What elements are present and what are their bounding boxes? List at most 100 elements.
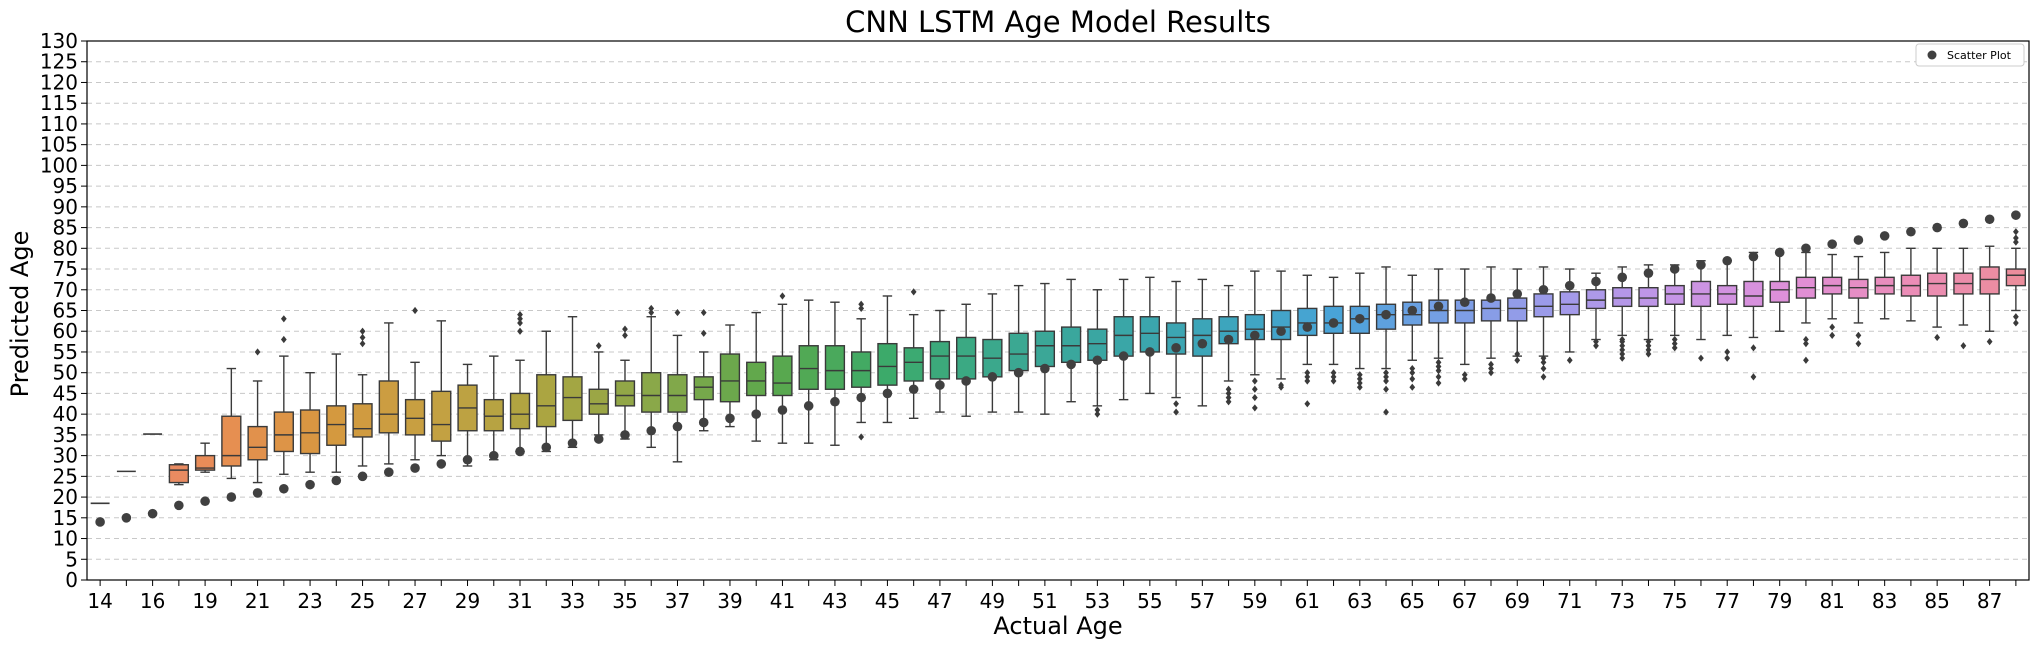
iqr-box [1192,318,1213,357]
box-73 [1612,266,1633,362]
scatter-point [856,392,866,403]
scatter-point [1013,367,1024,378]
x-tick-label: 61 [1295,589,1320,613]
outlier-point [517,315,523,323]
iqr-box [1585,289,1607,310]
iqr-box [1480,299,1502,322]
outlier-point [1671,335,1678,344]
outlier-point [280,315,287,323]
box-53 [1087,289,1108,418]
outlier-point [1356,383,1363,391]
x-tick-label: 53 [1085,589,1110,613]
scatter-point [777,405,788,415]
x-tick-label: 79 [1767,589,1792,613]
box-68 [1480,266,1502,377]
x-tick-label: 37 [665,589,690,613]
scatter-series [95,210,2021,527]
iqr-box [1638,286,1659,308]
iqr-box [746,361,767,397]
scatter-point [620,430,630,440]
box-83 [1874,251,1895,320]
scatter-point [1774,247,1785,258]
box-49 [982,293,1003,413]
box-87 [1979,245,2000,346]
scatter-point [1801,243,1811,254]
box-30 [483,355,504,461]
x-tick-label: 27 [402,589,427,613]
iqr-box [404,398,426,436]
x-tick-label: 19 [192,589,217,613]
box-24 [326,353,347,473]
scatter-point [1118,351,1129,361]
y-tick-label: 35 [53,423,78,447]
iqr-box [1848,278,1869,299]
box-66 [1428,268,1449,387]
outlier-point [2012,238,2019,246]
iqr-box [1507,297,1528,322]
scatter-point [1381,309,1391,320]
outlier-point [1619,342,1626,350]
outlier-point [1251,385,1258,393]
outlier-point [1855,340,1862,348]
scatter-point [1748,251,1759,262]
box-42 [798,299,819,444]
x-tick-label: 81 [1819,589,1844,613]
box-27 [404,306,426,461]
outlier-point [1540,358,1547,366]
scatter-point [200,496,210,507]
outlier-point [2012,228,2019,236]
box-79 [1769,251,1790,332]
iqr-box [536,374,557,428]
outlier-point [1514,350,1521,358]
iqr-box [1297,307,1318,337]
x-tick-label: 63 [1347,589,1372,613]
outlier-point [359,333,366,342]
scatter-point [1932,222,1942,233]
scatter-point [1223,334,1234,345]
scatter-point [1827,239,1837,249]
y-axis: 0510152025303540455055606570758085909510… [40,29,87,592]
box-36 [641,304,662,449]
box-45 [877,295,898,424]
scatter-point [1302,322,1313,332]
outlier-point [700,329,707,337]
y-tick-label: 25 [53,464,78,488]
scatter-point [593,434,604,444]
outlier-point [1540,373,1547,381]
scatter-point [1722,255,1733,266]
scatter-point [1040,363,1050,374]
y-tick-label: 95 [53,174,78,198]
outlier-point [622,325,628,333]
outlier-point [1409,364,1416,373]
outlier-point [1803,340,1809,348]
y-tick-label: 30 [53,444,78,468]
y-tick-label: 5 [65,547,78,571]
box-31 [509,311,531,453]
scatter-point [2011,210,2021,220]
x-tick-label: 85 [1924,589,1949,613]
iqr-box [168,464,189,484]
scatter-point [174,500,184,511]
iqr-box [378,380,399,434]
outlier-point [1251,404,1258,412]
y-tick-label: 0 [65,568,78,592]
x-tick-label: 45 [875,589,900,613]
scatter-point [488,450,499,461]
iqr-box [772,355,793,397]
outlier-point [1225,398,1232,406]
box-78 [1743,251,1764,381]
outlier-point [1330,377,1337,385]
iqr-box [614,380,636,407]
scatter-point [1591,276,1601,287]
x-tick-label: 25 [350,589,375,613]
iqr-box [221,415,242,467]
iqr-box [1165,322,1187,355]
outlier-point [1383,385,1389,393]
box-77 [1717,260,1738,362]
iqr-box [1979,266,2000,295]
y-tick-label: 130 [40,29,78,53]
x-tick-label: 69 [1505,589,1530,613]
outlier-point [1750,344,1757,352]
outlier-point [1356,375,1363,383]
